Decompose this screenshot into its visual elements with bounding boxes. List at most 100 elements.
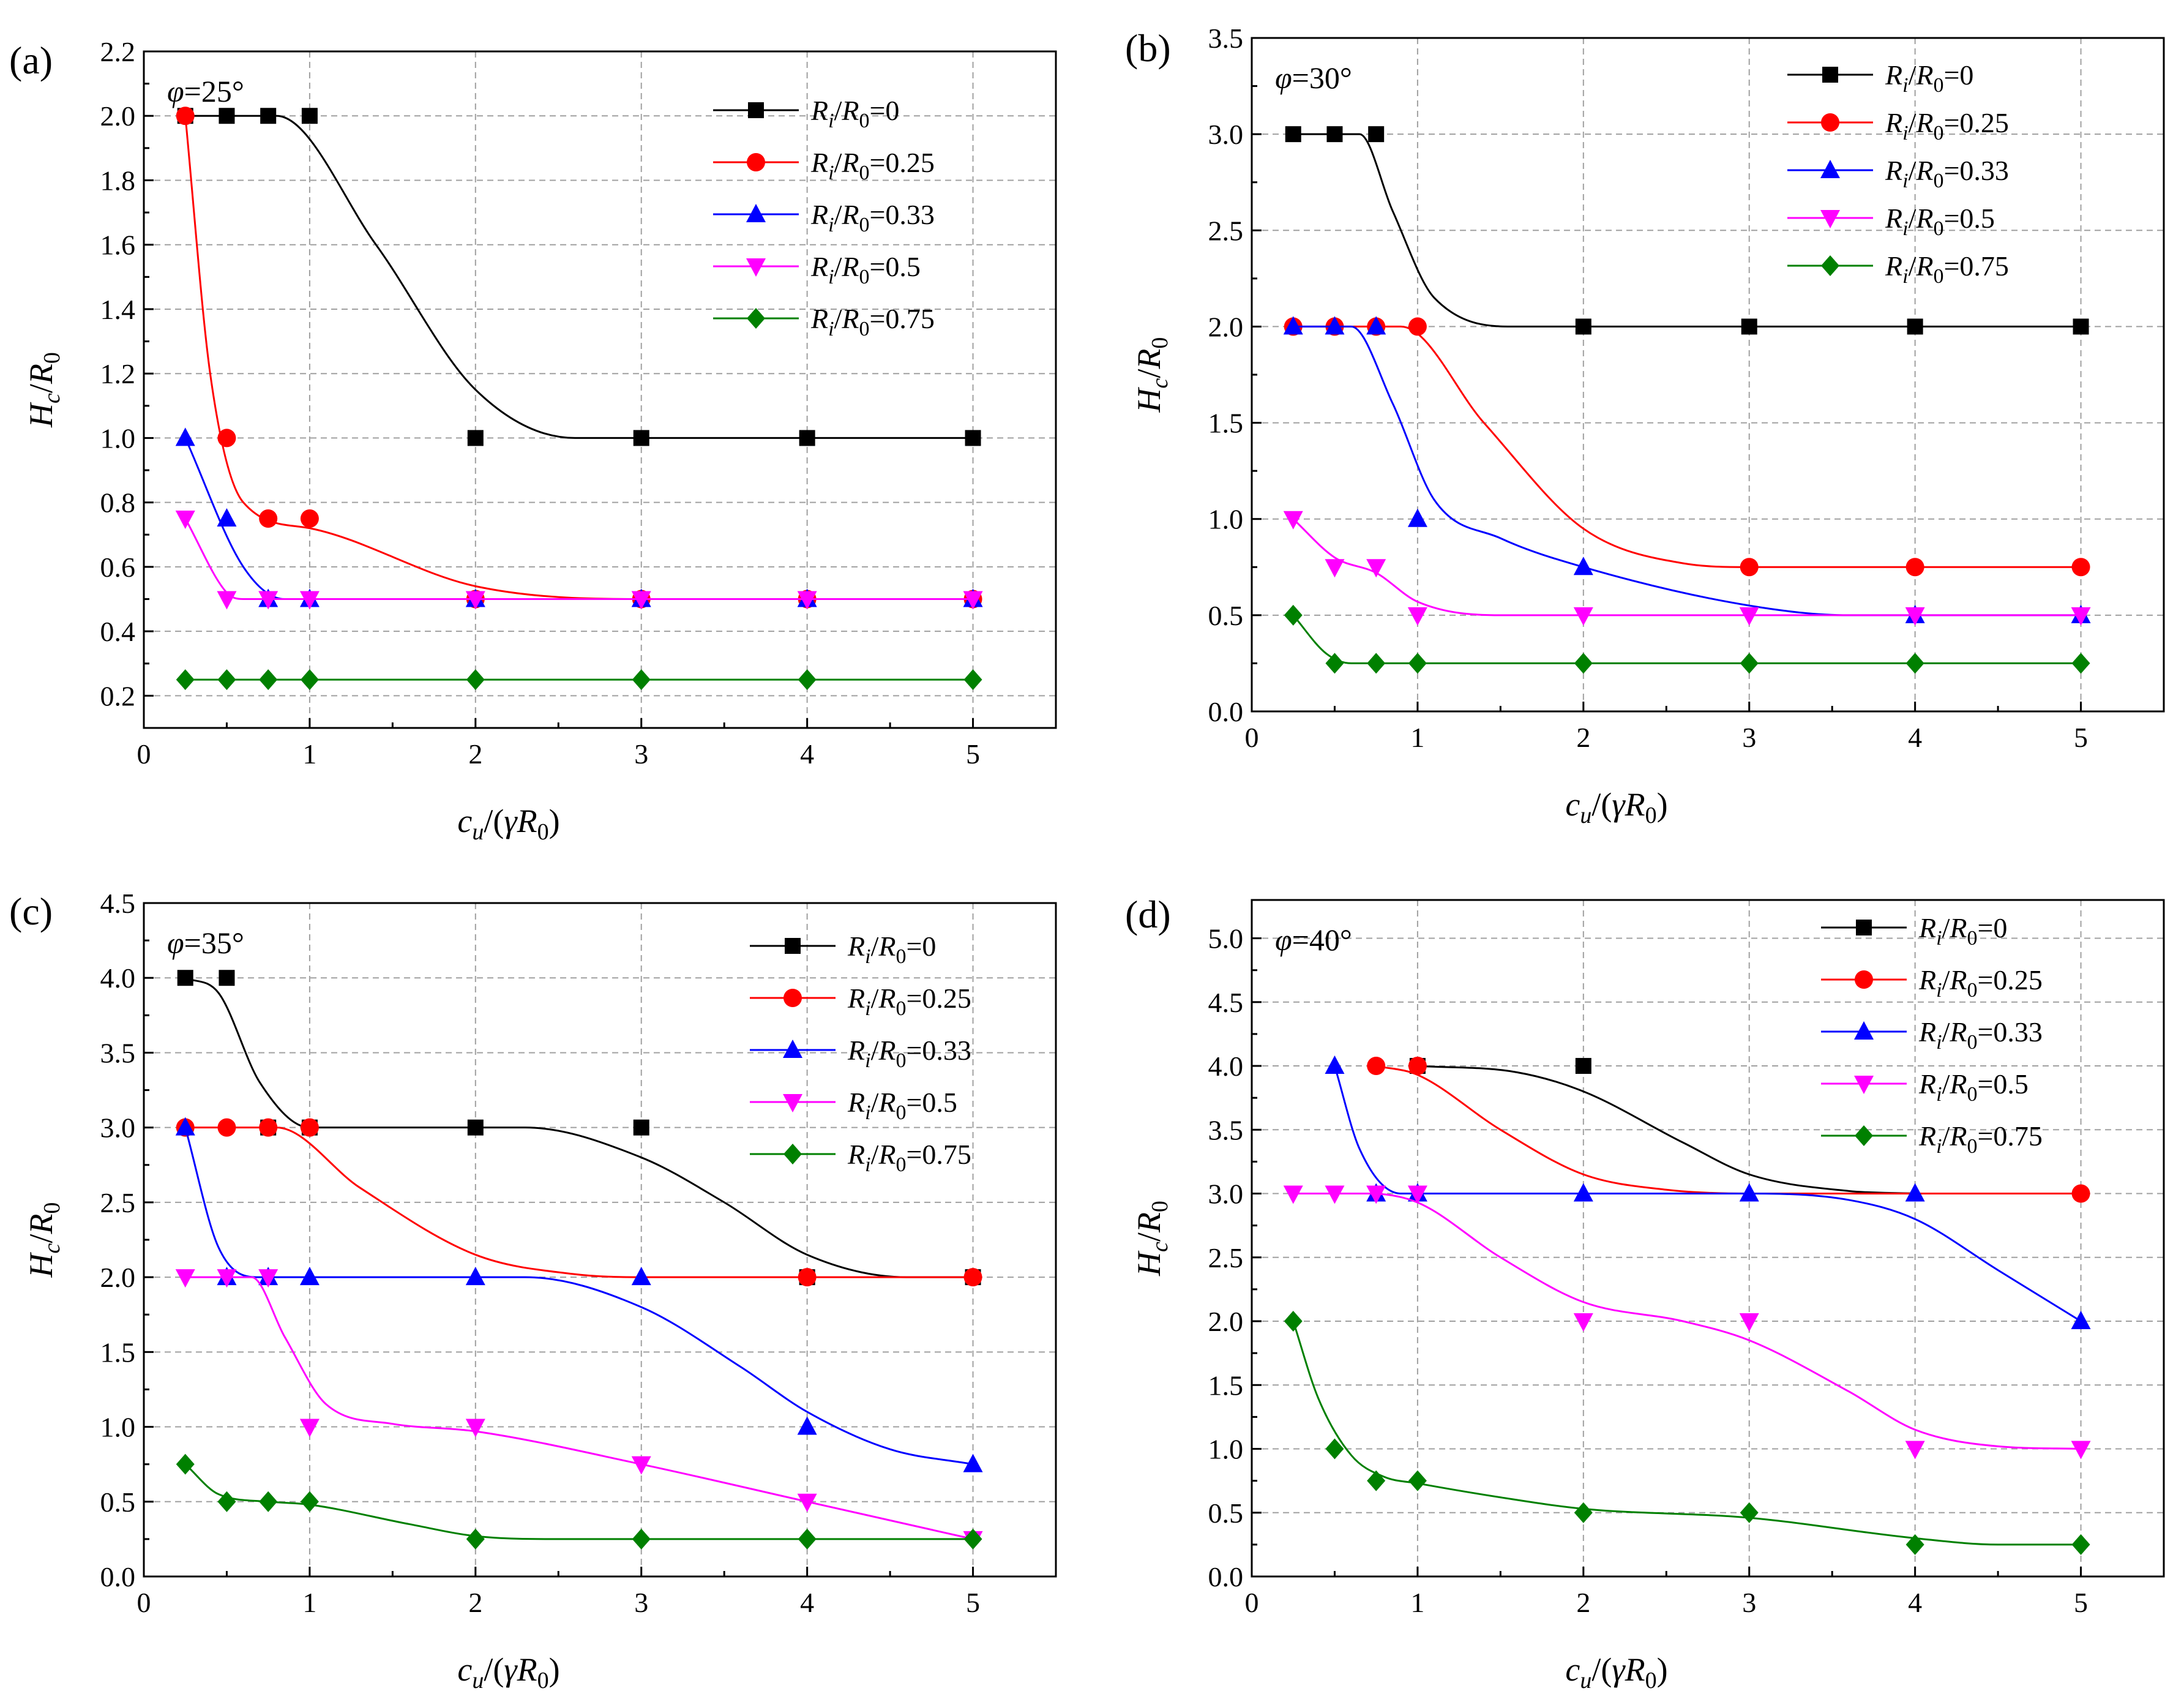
- legend-label: Ri/R0=0.75: [810, 303, 935, 340]
- series-line: [184, 1463, 973, 1540]
- data-point: [175, 427, 195, 446]
- series-line: [1375, 1065, 2081, 1195]
- legend-marker: [1854, 1021, 1874, 1040]
- chart-panel-a: 0 1 2 3 4 5 0.2 0.4 0.6 0.8 1.0 1.2 1.4 1.6 1.8 2.0 2.2 c…: [9, 36, 1057, 845]
- data-point: [965, 430, 981, 446]
- data-point: [1408, 1470, 1427, 1491]
- x-tick-label: 0: [137, 738, 151, 770]
- legend-marker: [747, 308, 765, 329]
- legend-label: Ri/R0=0.33: [847, 1035, 971, 1072]
- phi-annotation: φ=35°: [167, 926, 244, 960]
- panel-label: (b): [1125, 26, 1171, 70]
- legend-label: Ri/R0=0.5: [847, 1087, 957, 1124]
- y-tick-label: 4.0: [1208, 1051, 1244, 1082]
- series-r-i-r-0-0.25: [1284, 317, 2090, 577]
- x-tick-label: 0: [1245, 722, 1259, 753]
- legend-label: Ri/R0=0.33: [1885, 155, 2009, 192]
- x-tick-label: 3: [1742, 722, 1756, 753]
- data-point: [1905, 607, 1925, 626]
- data-point: [1740, 653, 1759, 674]
- x-tick-label: 4: [800, 738, 814, 770]
- x-tick-label: 5: [2074, 722, 2088, 753]
- legend-marker: [1822, 67, 1838, 83]
- data-point: [632, 1528, 651, 1550]
- legend-marker: [1821, 255, 1839, 276]
- data-point: [1574, 1502, 1593, 1523]
- data-point: [1741, 318, 1757, 335]
- y-tick-label: 3.0: [100, 1112, 136, 1144]
- legend-label: Ri/R0=0.75: [847, 1139, 971, 1176]
- data-point: [633, 1119, 649, 1136]
- y-tick-label: 2.0: [100, 100, 136, 132]
- data-point: [217, 669, 236, 691]
- data-point: [1575, 318, 1591, 335]
- data-point: [465, 1419, 485, 1438]
- data-point: [1325, 653, 1344, 674]
- series-line: [1293, 1193, 2081, 1450]
- data-point: [1368, 126, 1385, 143]
- data-point: [631, 591, 651, 610]
- data-point: [1367, 653, 1386, 674]
- legend-label: Ri/R0=0: [1918, 912, 2007, 950]
- data-point: [1367, 1057, 1386, 1076]
- legend-label: Ri/R0=0.25: [1918, 964, 2043, 1002]
- data-point: [1408, 317, 1427, 336]
- data-point: [1284, 1311, 1303, 1332]
- series-line: [184, 116, 973, 601]
- data-point: [1740, 558, 1759, 577]
- y-tick-label: 2.5: [100, 1187, 136, 1218]
- data-point: [465, 591, 485, 610]
- series-r-i-r-0-0.75: [176, 1453, 982, 1550]
- data-point: [1325, 1055, 1345, 1074]
- data-point: [631, 1267, 651, 1286]
- x-tick-label: 0: [137, 1587, 151, 1618]
- y-tick-label: 2.0: [1208, 311, 1244, 342]
- series-r-i-r-0-0.5: [175, 1269, 983, 1550]
- y-tick-label: 1.5: [1208, 408, 1244, 439]
- legend-label: Ri/R0=0.33: [1918, 1016, 2043, 1054]
- y-tick-label: 1.0: [1208, 504, 1244, 535]
- data-point: [1366, 559, 1386, 578]
- x-axis-title: cu/(γR0): [1565, 786, 1667, 828]
- data-point: [1366, 1185, 1386, 1204]
- series-line: [184, 518, 973, 601]
- data-point: [299, 1267, 320, 1286]
- data-point: [963, 1453, 983, 1472]
- data-point: [258, 1269, 279, 1288]
- y-tick-label: 2.0: [100, 1262, 136, 1293]
- y-tick-label: 1.8: [100, 165, 136, 196]
- legend-label: Ri/R0=0.25: [810, 147, 935, 184]
- legend-marker: [746, 204, 766, 222]
- x-tick-label: 5: [966, 1587, 980, 1618]
- series-r-i-r-0-0.33: [1325, 1055, 2091, 1330]
- data-point: [466, 669, 485, 691]
- data-point: [1573, 1313, 1593, 1332]
- x-tick-label: 1: [1410, 722, 1424, 753]
- data-point: [1283, 1185, 1303, 1204]
- data-point: [1574, 653, 1593, 674]
- legend-marker: [747, 153, 765, 171]
- data-point: [1367, 1470, 1386, 1491]
- x-tick-label: 2: [468, 738, 482, 770]
- data-point: [1325, 316, 1345, 335]
- series-r-i-r-0-0.75: [176, 669, 982, 691]
- data-point: [1573, 557, 1593, 575]
- data-point: [217, 1269, 237, 1288]
- x-tick-label: 1: [302, 1587, 316, 1618]
- data-point: [300, 1491, 319, 1512]
- phi-annotation: φ=25°: [167, 74, 244, 108]
- data-point: [799, 430, 815, 446]
- x-tick-label: 2: [1576, 722, 1590, 753]
- data-point: [1325, 559, 1345, 578]
- data-point: [301, 108, 318, 124]
- data-point: [1408, 653, 1427, 674]
- series-line: [1292, 614, 2081, 664]
- data-point: [1283, 511, 1303, 530]
- data-point: [797, 1493, 817, 1512]
- series-r-i-r-0-0: [177, 108, 981, 446]
- panel-label: (d): [1125, 893, 1171, 936]
- legend-label: Ri/R0=0: [810, 95, 899, 132]
- x-tick-label: 5: [966, 738, 980, 770]
- series-line: [185, 977, 973, 1278]
